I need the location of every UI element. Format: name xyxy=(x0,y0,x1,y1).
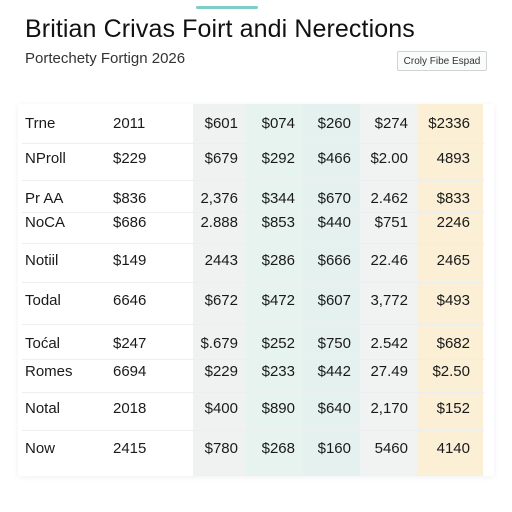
table-cell: $442 xyxy=(317,363,351,380)
table-cell: $472 xyxy=(261,292,295,309)
row-label: Notiil xyxy=(25,252,59,269)
table-row: NProll $229 $679 $292 $466 $2.00 4893 xyxy=(18,150,494,170)
table-cell: 2.542 xyxy=(370,335,408,352)
table-cell: 3,772 xyxy=(370,292,408,309)
row-divider xyxy=(22,180,484,181)
row-divider xyxy=(22,282,484,283)
table-cell: $2.50 xyxy=(432,363,470,380)
accent-bar xyxy=(196,6,258,9)
row-label: Romes xyxy=(25,363,73,380)
table-row: Todal 6646 $672 $472 $607 3,772 $493 xyxy=(18,292,494,312)
table-cell: $493 xyxy=(436,292,470,309)
table-cell: $686 xyxy=(113,214,147,231)
table-cell: $853 xyxy=(261,214,295,231)
column-band-5 xyxy=(303,104,360,476)
table-cell: 2415 xyxy=(113,440,147,457)
table-cell: $344 xyxy=(261,190,295,207)
table-cell: 22.46 xyxy=(370,252,408,269)
table-cell: $152 xyxy=(436,400,470,417)
table-cell: $836 xyxy=(113,190,147,207)
table-cell: $233 xyxy=(261,363,295,380)
row-label: NProll xyxy=(25,150,66,167)
row-label: NoCA xyxy=(25,214,66,231)
table-cell: 2246 xyxy=(436,214,470,231)
table-cell: $890 xyxy=(261,400,295,417)
table-cell: $751 xyxy=(374,214,408,231)
column-band-6 xyxy=(360,104,417,476)
column-band-highlight xyxy=(417,104,483,476)
table-cell: 2,376 xyxy=(200,190,238,207)
row-divider xyxy=(22,324,484,325)
row-label: Notal xyxy=(25,400,61,417)
column-band-4 xyxy=(246,104,303,476)
table-cell: 2011 xyxy=(113,115,146,132)
row-divider xyxy=(22,392,484,393)
table-cell: $400 xyxy=(204,400,238,417)
table-cell: $247 xyxy=(113,335,147,352)
table-cell: $666 xyxy=(317,252,351,269)
table-row: Notal 2018 $400 $890 $640 2,170 $152 xyxy=(18,400,494,420)
export-button[interactable]: Croly Fibe Espad xyxy=(397,51,487,71)
table-row: Notiil $149 2443 $286 $666 22.46 2465 xyxy=(18,252,494,272)
table-row: Pr AA $836 2,376 $344 $670 2.462 $833 xyxy=(18,190,494,210)
table-cell: 5460 xyxy=(374,440,408,457)
table-row: Romes 6694 $229 $233 $442 27.49 $2.50 xyxy=(18,363,494,383)
table-cell: 2443 xyxy=(204,252,238,269)
table-row: Toćal $247 $.679 $252 $750 2.542 $682 xyxy=(18,335,494,355)
table-cell: $750 xyxy=(317,335,351,352)
row-divider xyxy=(22,359,484,360)
table-cell: $780 xyxy=(204,440,238,457)
table-cell: 2,170 xyxy=(370,400,408,417)
table-cell: $260 xyxy=(317,115,351,132)
table-row: Now 2415 $780 $268 $160 5460 4140 xyxy=(18,440,494,460)
row-label: Trne xyxy=(25,115,56,132)
table-cell: $274 xyxy=(374,115,408,132)
table-cell: $160 xyxy=(317,440,351,457)
table-cell: $682 xyxy=(436,335,470,352)
table-cell: $229 xyxy=(204,363,238,380)
table-cell: 6646 xyxy=(113,292,147,309)
table-cell: 6694 xyxy=(113,363,147,380)
page-title: Britian Crivas Foirt andi Nerections xyxy=(25,15,415,43)
row-divider xyxy=(22,243,484,244)
row-label: Now xyxy=(25,440,56,457)
table-cell: $229 xyxy=(113,150,147,167)
table-cell: $440 xyxy=(317,214,351,231)
table-cell: 2.888 xyxy=(200,214,238,231)
table-row: Trne 2011 $601 $074 $260 $274 $2336 xyxy=(18,115,494,135)
row-divider xyxy=(22,430,484,431)
table-cell: $640 xyxy=(317,400,351,417)
row-divider xyxy=(22,212,484,213)
table-cell: $.679 xyxy=(200,335,238,352)
table-cell: $2.00 xyxy=(370,150,408,167)
table-cell: $286 xyxy=(261,252,295,269)
table-row: NoCA $686 2.888 $853 $440 $751 2246 xyxy=(18,214,494,234)
table-cell: $679 xyxy=(204,150,238,167)
table-cell: $292 xyxy=(261,150,295,167)
table-cell: 4140 xyxy=(436,440,470,457)
row-label: Toćal xyxy=(25,335,61,352)
table-cell: $670 xyxy=(317,190,351,207)
table-cell: $607 xyxy=(317,292,351,309)
table-cell: $2336 xyxy=(428,115,470,132)
table-cell: 2.462 xyxy=(370,190,408,207)
row-label: Pr AA xyxy=(25,190,64,207)
table-cell: $833 xyxy=(436,190,470,207)
table-cell: $672 xyxy=(204,292,238,309)
table-cell: 2018 xyxy=(113,400,147,417)
row-divider xyxy=(22,143,484,144)
table-cell: 2465 xyxy=(436,252,470,269)
column-band-3 xyxy=(193,104,246,476)
table-cell: 4893 xyxy=(436,150,470,167)
row-label: Todal xyxy=(25,292,61,309)
table-cell: $074 xyxy=(261,115,295,132)
table-cell: $466 xyxy=(317,150,351,167)
table-cell: 27.49 xyxy=(370,363,408,380)
page-subtitle: Portechety Fortign 2026 xyxy=(25,50,186,67)
table-cell: $601 xyxy=(204,115,238,132)
table-cell: $149 xyxy=(113,252,147,269)
table-cell: $252 xyxy=(261,335,295,352)
table-cell: $268 xyxy=(261,440,295,457)
